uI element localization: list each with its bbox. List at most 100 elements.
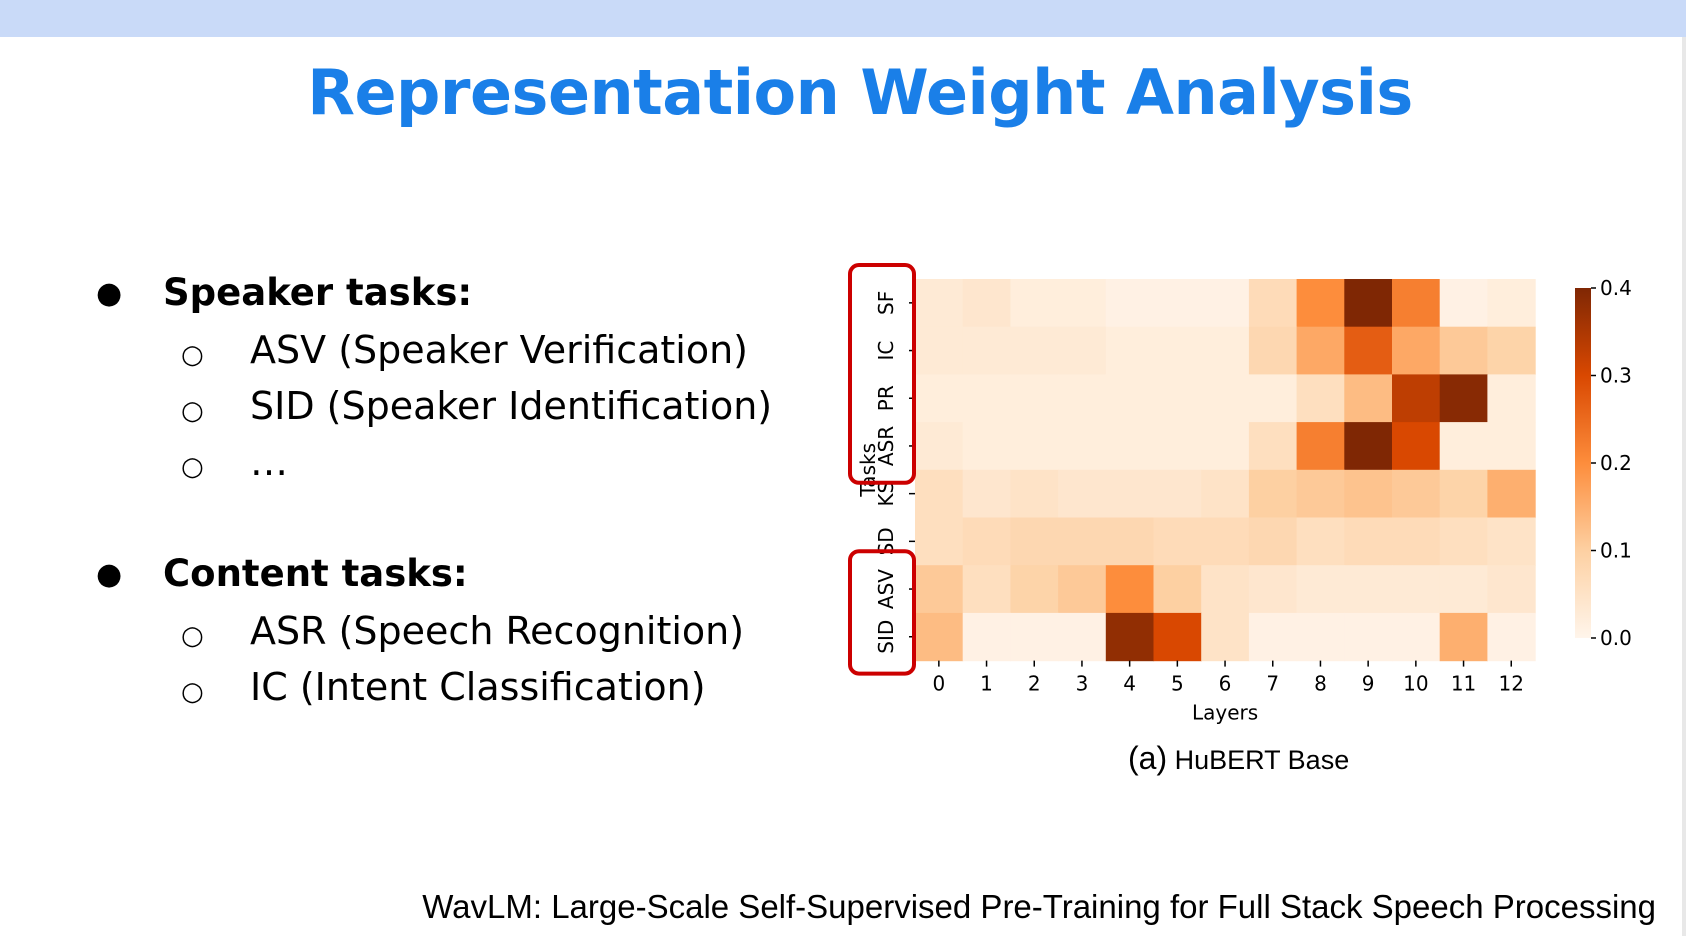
heatmap-cell-ks-1 [962,469,1011,519]
heatmap-cell-sf-9 [1344,279,1393,328]
y-tick-label: KS [874,481,898,507]
x-tick-label: 0 [932,672,945,696]
heatmap-cell-asv-12 [1487,565,1536,614]
bullet-item-sid: SID (Speaker Identification) [250,384,773,428]
heatmap-cell-ic-0 [915,326,964,375]
y-tick-label: SID [874,620,898,654]
y-tick-label: PR [874,385,898,411]
heatmap-cell-sd-1 [962,517,1011,566]
x-tick-label: 10 [1403,672,1428,696]
heatmap-cell-asv-1 [962,565,1011,614]
heatmap-cell-asr-9 [1344,422,1393,471]
heatmap-cell-pr-7 [1248,374,1298,423]
heatmap-cell-pr-0 [915,374,964,423]
x-axis-label: Layers [1192,701,1258,725]
heatmap-cell-ic-7 [1248,326,1298,375]
bullet-item-ic: IC (Intent Classification) [250,665,706,709]
heatmap-cell-asr-6 [1201,422,1250,471]
bullet-item-ellipsis: … [250,440,288,484]
heatmap-cell-sid-2 [1010,612,1059,662]
heatmap-cell-ic-1 [962,326,1011,375]
y-axis-label: Tasks [856,443,880,498]
x-tick-label: 6 [1219,672,1232,696]
heatmap-cell-sf-5 [1153,279,1202,328]
heatmap-cell-ic-5 [1153,326,1202,375]
heatmap-cell-sd-6 [1201,517,1250,566]
x-tick-label: 7 [1266,672,1279,696]
heatmap-cell-sd-3 [1058,517,1107,566]
heatmap-cell-sid-4 [1105,612,1155,662]
caption-text: HuBERT Base [1174,745,1350,775]
highlight-box-1 [848,263,916,485]
heatmap-cell-sf-7 [1248,279,1298,328]
heatmap-cell-sid-12 [1487,612,1536,662]
heatmap-cell-ks-11 [1439,469,1488,519]
heatmap-cell-asv-7 [1248,565,1298,614]
heatmap-cell-asr-1 [962,422,1011,471]
heatmap-cell-pr-11 [1439,374,1488,423]
heatmap-cell-asv-3 [1058,565,1107,614]
heatmap-cell-sid-1 [962,612,1011,662]
colorbar-tick-label: 0.3 [1600,364,1632,388]
heatmap-cell-sd-5 [1153,517,1202,566]
heatmap-cell-sd-10 [1392,517,1441,566]
x-tick-label: 2 [1028,672,1041,696]
heatmap-cell-asr-12 [1487,422,1536,471]
heatmap-cell-sf-3 [1058,279,1107,328]
highlight-box-2 [848,549,916,676]
bullet-heading-speaker: Speaker tasks: [163,271,473,314]
x-tick-label: 12 [1499,672,1524,696]
heatmap-cell-sf-11 [1439,279,1488,328]
heatmap-cell-asv-9 [1344,565,1393,614]
top-accent-bar [0,0,1686,37]
x-tick-label: 9 [1362,672,1375,696]
sub-bullet-circle: ○ [181,452,204,482]
heatmap-cell-ic-8 [1296,326,1345,375]
heatmap-cell-sf-6 [1201,279,1250,328]
heatmap-cell-sf-10 [1392,279,1441,328]
heatmap-cell-asv-0 [915,565,964,614]
heatmap-cell-ks-10 [1392,469,1441,519]
heatmap-cell-ks-2 [1010,469,1059,519]
heatmap-cell-ic-9 [1344,326,1393,375]
heatmap-cell-ks-9 [1344,469,1393,519]
y-tick-label: SF [874,291,898,315]
colorbar-tick-label: 0.2 [1600,451,1632,475]
heatmap-cell-sf-1 [962,279,1011,328]
heatmap-cell-ks-3 [1058,469,1107,519]
x-tick-label: 4 [1123,672,1136,696]
heatmap-cell-sd-12 [1487,517,1536,566]
colorbar-tick-label: 0.4 [1600,276,1632,300]
right-edge-line [1682,37,1686,936]
heatmap-cell-sf-2 [1010,279,1059,328]
heatmap-cell-pr-10 [1392,374,1441,423]
heatmap-cell-ks-5 [1153,469,1202,519]
heatmap-cell-sd-2 [1010,517,1059,566]
heatmap-cell-sd-4 [1105,517,1155,566]
figure-caption: (a) HuBERT Base [1128,740,1349,777]
slide-title: Representation Weight Analysis [307,56,1413,129]
heatmap-cell-pr-4 [1105,374,1155,423]
sub-bullet-circle: ○ [181,621,204,651]
heatmap-cell-asr-10 [1392,422,1441,471]
heatmap-cell-asr-3 [1058,422,1107,471]
heatmap-cell-ks-8 [1296,469,1345,519]
heatmap-cell-sf-12 [1487,279,1536,328]
colorbar-tick-label: 0.0 [1600,626,1632,650]
sub-bullet-circle: ○ [181,340,204,370]
heatmap-cell-sid-5 [1153,612,1202,662]
heatmap-cell-asr-2 [1010,422,1059,471]
heatmap-cell-asr-5 [1153,422,1202,471]
sub-bullet-circle: ○ [181,396,204,426]
heatmap-cell-asv-10 [1392,565,1441,614]
heatmap-cell-sd-0 [915,517,964,566]
heatmap-cell-pr-3 [1058,374,1107,423]
heatmap-cell-asr-4 [1105,422,1155,471]
heatmap-cell-pr-9 [1344,374,1393,423]
heatmap-figure: SF IC PR ASR KS SD ASV SID 0 1 2 3 4 5 6 7 8 9 10 11 12 Layer… [830,260,1670,780]
heatmap-cell-sid-10 [1392,612,1441,662]
citation-footer: WavLM: Large-Scale Self-Supervised Pre-T… [422,888,1656,925]
heatmap-cell-sd-9 [1344,517,1393,566]
heatmap-cell-asv-2 [1010,565,1059,614]
